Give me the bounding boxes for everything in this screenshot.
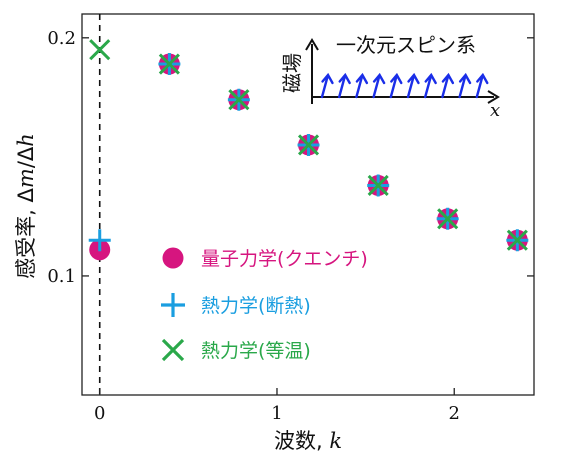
data-point-x	[89, 39, 111, 61]
data-point-x	[367, 174, 389, 197]
spin-arrow	[372, 72, 386, 99]
spin-arrow	[355, 72, 369, 99]
plot-frame	[81, 13, 535, 396]
legend-label-quantum: 量子力学(クエンチ)	[201, 248, 368, 270]
x-tick-label: 0	[94, 403, 105, 424]
legend-item-quantum: 量子力学(クエンチ)	[162, 247, 368, 270]
data-point-plus	[88, 229, 111, 252]
data-point-x	[158, 53, 180, 75]
inset-title: 一次元スピン系	[336, 33, 476, 57]
data-point-x	[228, 89, 250, 111]
inset-field-arrowhead	[305, 38, 319, 51]
inset-x-label: x	[490, 100, 500, 121]
spin-arrow	[458, 72, 472, 99]
spin-arrow	[320, 72, 334, 99]
legend-marker-x	[161, 338, 185, 362]
legend-item-isothermal: 熱力学(等温)	[161, 338, 311, 362]
data-point-x	[437, 208, 459, 230]
data-point-x	[506, 229, 528, 251]
spin-arrow	[475, 72, 489, 99]
spin-arrow	[441, 72, 455, 99]
x-axis-title: 波数, k	[274, 429, 342, 453]
spin-arrow	[424, 72, 437, 99]
x-tick-label: 1	[271, 403, 282, 424]
inset-field-label: 磁場	[280, 53, 304, 93]
y-tick-label: 0.1	[47, 266, 76, 287]
inset-x-arrowhead	[487, 90, 500, 104]
legend: 量子力学(クエンチ) 熱力学(断熱) 熱力学(等温)	[161, 247, 368, 362]
spin-arrow	[389, 72, 403, 99]
legend-marker-plus	[161, 293, 185, 317]
legend-marker-circle	[162, 247, 184, 269]
spin-inset: 一次元スピン系 磁場 x	[280, 33, 500, 121]
series-x	[89, 39, 528, 251]
y-axis-title: 感受率, Δm/Δh	[14, 133, 38, 279]
spin-arrow	[406, 72, 420, 99]
y-tick-label: 0.2	[47, 28, 76, 49]
legend-item-adiabatic: 熱力学(断熱)	[161, 293, 311, 317]
spin-arrow	[338, 72, 351, 99]
legend-label-isothermal: 熱力学(等温)	[201, 340, 311, 362]
data-point-x	[297, 134, 320, 156]
x-tick-label: 2	[449, 403, 460, 424]
legend-label-adiabatic: 熱力学(断熱)	[201, 295, 311, 317]
spin-arrows	[320, 72, 489, 99]
